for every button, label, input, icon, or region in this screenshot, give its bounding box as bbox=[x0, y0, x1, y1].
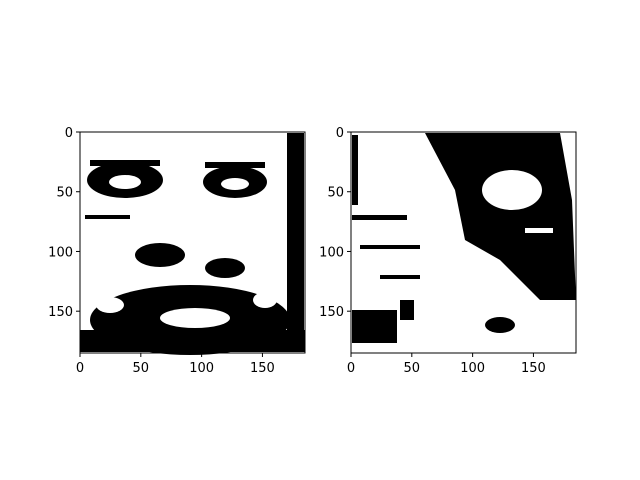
right-image-light-spots bbox=[482, 170, 553, 233]
left-image-content bbox=[80, 132, 305, 355]
x-tick-label: 0 bbox=[76, 361, 84, 376]
left-y-axis-ticks: 0 50 100 150 bbox=[48, 126, 80, 320]
right-image-inner-light-bar bbox=[525, 228, 553, 233]
left-axes-frame bbox=[79, 131, 306, 354]
x-tick-label: 50 bbox=[133, 361, 150, 376]
right-image-large-dark-region bbox=[425, 133, 576, 300]
x-tick-label: 150 bbox=[250, 361, 275, 376]
right-image-inner-light-patch bbox=[482, 170, 542, 210]
left-image-right-brow bbox=[205, 162, 265, 168]
right-image-lower-blob bbox=[485, 317, 515, 333]
y-tick-label: 50 bbox=[56, 186, 73, 201]
left-image-beard-gap-right bbox=[253, 292, 277, 308]
y-tick-label: 0 bbox=[65, 126, 73, 141]
x-tick-label: 0 bbox=[347, 361, 355, 376]
y-tick-label: 100 bbox=[319, 245, 344, 260]
y-tick-label: 50 bbox=[327, 186, 344, 201]
right-image-stripe-2 bbox=[360, 245, 420, 249]
right-x-axis-ticks: 0 50 100 150 bbox=[347, 353, 546, 376]
left-image-bottom-band bbox=[80, 330, 305, 352]
right-image-left-edge bbox=[352, 135, 358, 205]
right-image-panel: 0 50 100 150 0 50 100 150 bbox=[319, 126, 577, 376]
left-image-beard-gap-left bbox=[96, 297, 124, 313]
left-image-left-eye-white bbox=[109, 175, 141, 189]
x-tick-label: 100 bbox=[460, 361, 485, 376]
y-tick-label: 0 bbox=[336, 126, 344, 141]
left-image-right-eye-white bbox=[221, 178, 249, 190]
left-image-hair-edge bbox=[287, 133, 304, 352]
x-tick-label: 100 bbox=[189, 361, 214, 376]
y-tick-label: 100 bbox=[48, 245, 73, 260]
y-tick-label: 150 bbox=[319, 305, 344, 320]
left-image-lip-highlight bbox=[160, 308, 230, 328]
left-image-left-brow bbox=[90, 160, 160, 166]
right-image-stripe-1 bbox=[352, 215, 407, 220]
y-tick-label: 150 bbox=[48, 305, 73, 320]
right-image-bottom-left-block bbox=[352, 310, 397, 343]
x-tick-label: 50 bbox=[404, 361, 421, 376]
left-image-dark-regions bbox=[80, 133, 305, 355]
right-axes-frame bbox=[350, 131, 577, 354]
right-image-stripe-3 bbox=[380, 275, 420, 279]
right-image-content bbox=[351, 132, 576, 353]
right-image-dark-regions bbox=[352, 133, 576, 343]
left-x-axis-ticks: 0 50 100 150 bbox=[76, 353, 275, 376]
x-tick-label: 150 bbox=[521, 361, 546, 376]
left-image-mustache-left bbox=[135, 243, 185, 267]
left-image-mustache-right bbox=[205, 258, 245, 278]
left-image-panel: 0 50 100 150 0 50 100 150 bbox=[48, 126, 306, 376]
right-y-axis-ticks: 0 50 100 150 bbox=[319, 126, 351, 320]
left-image-light-spots bbox=[96, 175, 277, 328]
left-image-cheek-line bbox=[85, 215, 130, 219]
right-image-small-block bbox=[400, 300, 414, 320]
